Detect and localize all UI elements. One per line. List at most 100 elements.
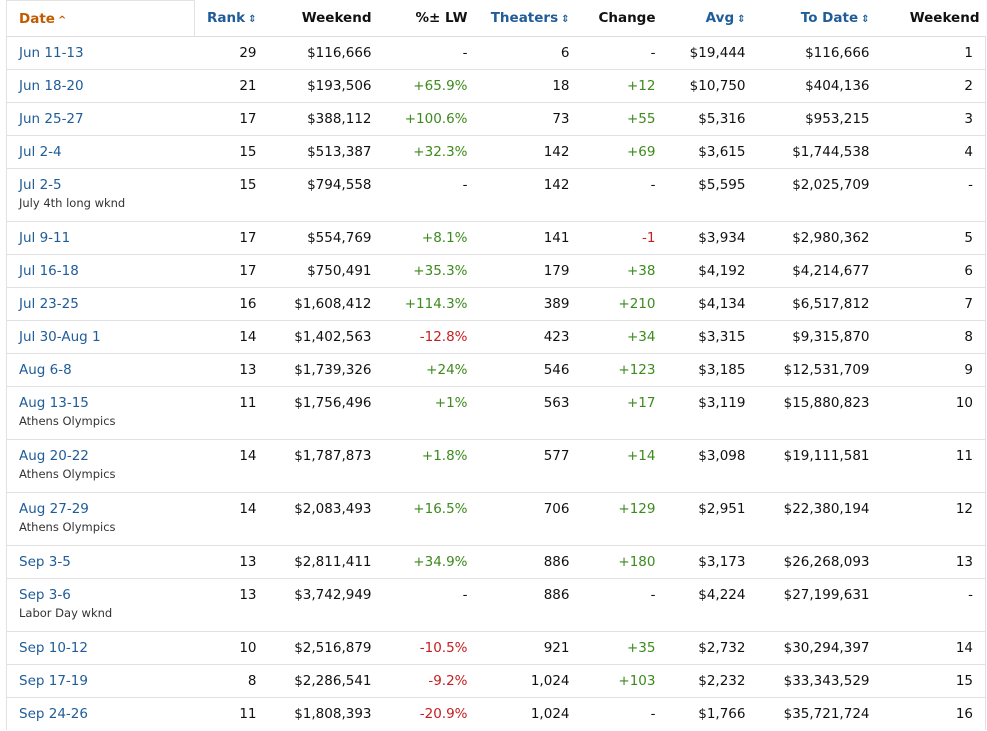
cell-to-date: $4,214,677	[792, 263, 870, 279]
cell-theaters: 577	[543, 448, 570, 464]
cell-to-date: $953,215	[805, 111, 870, 127]
cell-theater-change: -1	[642, 230, 656, 246]
cell-to-date: $27,199,631	[783, 587, 870, 603]
column-header-theaters-label: Theaters	[490, 10, 559, 27]
table-row: Jun 18-20 21 $193,506 +65.9% 18 +12 $10,750 $40…	[6, 69, 986, 103]
cell-date: Jul 23-25	[6, 287, 195, 321]
cell-theaters: 179	[543, 263, 570, 279]
table-row: Sep 24-26 11 $1,808,393 -20.9% 1,024 - $1,766 $…	[6, 697, 986, 730]
date-link[interactable]: Jul 30-Aug 1	[19, 329, 101, 345]
cell-rank: 14	[239, 329, 257, 345]
cell-to-date: $19,111,581	[783, 448, 870, 464]
cell-theaters: 1,024	[530, 673, 570, 689]
sort-ascending-icon: ^	[57, 14, 67, 26]
cell-weekend-number: 8	[875, 320, 986, 354]
table-row: Sep 3-5 13 $2,811,411 +34.9% 886 +180 $3,173 $2…	[6, 545, 986, 579]
cell-theater-change: +12	[627, 78, 656, 94]
table-row: Aug 20-22 Athens Olympics 14 $1,787,873 +1.8…	[6, 439, 986, 493]
cell-weekend-number: 2	[875, 69, 986, 103]
table-row: Aug 27-29 Athens Olympics 14 $2,083,493 +16.…	[6, 492, 986, 546]
cell-date: Jul 16-18	[6, 254, 195, 288]
cell-avg: $4,192	[698, 263, 746, 279]
date-link[interactable]: Aug 27-29	[19, 501, 89, 517]
cell-pct-change-lw: +65.9%	[413, 78, 468, 94]
cell-to-date: $9,315,870	[792, 329, 870, 345]
box-office-weekend-table: Date ^ Rank ⇕ Weekend %± LW Theaters ⇕ Chan…	[6, 0, 986, 730]
date-link[interactable]: Sep 17-19	[19, 673, 88, 689]
cell-theaters: 6	[560, 45, 570, 61]
cell-theaters: 546	[543, 362, 570, 378]
cell-theater-change: +69	[627, 144, 656, 160]
column-header-rank[interactable]: Rank ⇕	[194, 0, 263, 37]
cell-avg: $4,224	[698, 587, 746, 603]
date-link[interactable]: Jul 9-11	[19, 230, 71, 246]
date-link[interactable]: Jul 2-5	[19, 177, 62, 193]
cell-avg: $3,119	[698, 395, 746, 411]
cell-avg: $2,732	[698, 640, 746, 656]
sort-toggle-icon: ⇕	[861, 14, 870, 26]
cell-to-date: $22,380,194	[783, 501, 870, 517]
date-link[interactable]: Sep 10-12	[19, 640, 88, 656]
date-link[interactable]: Aug 20-22	[19, 448, 89, 464]
column-header-avg[interactable]: Avg ⇕	[661, 0, 752, 37]
cell-weekend-gross: $1,787,873	[294, 448, 372, 464]
cell-pct-change-lw: +34.9%	[413, 554, 468, 570]
cell-avg: $3,934	[698, 230, 746, 246]
column-header-to-date[interactable]: To Date ⇕	[751, 0, 876, 37]
cell-weekend-number: 3	[875, 102, 986, 136]
date-link[interactable]: Jun 25-27	[19, 111, 84, 127]
date-link[interactable]: Sep 24-26	[19, 706, 88, 722]
cell-avg: $1,766	[698, 706, 746, 722]
date-link[interactable]: Jun 18-20	[19, 78, 84, 94]
date-link[interactable]: Aug 6-8	[19, 362, 72, 378]
date-link[interactable]: Sep 3-6	[19, 587, 71, 603]
cell-pct-change-lw: +32.3%	[413, 144, 468, 160]
date-link[interactable]: Jul 16-18	[19, 263, 79, 279]
cell-to-date: $15,880,823	[783, 395, 870, 411]
cell-weekend-gross: $513,387	[307, 144, 372, 160]
cell-avg: $4,134	[698, 296, 746, 312]
date-note: Athens Olympics	[19, 520, 116, 534]
cell-avg: $5,595	[698, 177, 746, 193]
cell-date: Jun 11-13	[6, 36, 195, 70]
date-link[interactable]: Jun 11-13	[19, 45, 84, 61]
column-header-theaters[interactable]: Theaters ⇕	[473, 0, 576, 37]
table-row: Sep 17-19 8 $2,286,541 -9.2% 1,024 +103 $2,232…	[6, 664, 986, 698]
cell-date: Jul 30-Aug 1	[6, 320, 195, 354]
cell-theaters: 389	[543, 296, 570, 312]
cell-pct-change-lw: -	[462, 587, 468, 603]
cell-weekend-number: -	[875, 578, 986, 632]
cell-to-date: $2,025,709	[792, 177, 870, 193]
table-row: Jul 23-25 16 $1,608,412 +114.3% 389 +210 $4,13…	[6, 287, 986, 321]
cell-to-date: $33,343,529	[783, 673, 870, 689]
column-header-rank-label: Rank	[207, 10, 246, 27]
sort-toggle-icon: ⇕	[248, 14, 257, 26]
cell-theaters: 73	[552, 111, 570, 127]
date-link[interactable]: Jul 23-25	[19, 296, 79, 312]
date-link[interactable]: Sep 3-5	[19, 554, 71, 570]
cell-avg: $3,173	[698, 554, 746, 570]
date-note: Labor Day wknd	[19, 606, 113, 620]
date-link[interactable]: Jul 2-4	[19, 144, 62, 160]
cell-to-date: $30,294,397	[783, 640, 870, 656]
column-header-date[interactable]: Date ^	[6, 0, 195, 37]
table-row: Sep 10-12 10 $2,516,879 -10.5% 921 +35 $2,732 $…	[6, 631, 986, 665]
cell-date: Jun 18-20	[6, 69, 195, 103]
cell-to-date: $1,744,538	[792, 144, 870, 160]
cell-theater-change: +34	[627, 329, 656, 345]
cell-weekend-gross: $750,491	[307, 263, 372, 279]
cell-weekend-number: 6	[875, 254, 986, 288]
cell-to-date: $116,666	[805, 45, 870, 61]
cell-theater-change: +180	[618, 554, 656, 570]
table-header-row: Date ^ Rank ⇕ Weekend %± LW Theaters ⇕ Chan…	[6, 0, 986, 37]
cell-date: Sep 17-19	[6, 664, 195, 698]
date-link[interactable]: Aug 13-15	[19, 395, 89, 411]
date-note: Athens Olympics	[19, 467, 116, 481]
cell-date: Jun 25-27	[6, 102, 195, 136]
table-row: Aug 13-15 Athens Olympics 11 $1,756,496 +1% 5…	[6, 386, 986, 440]
cell-avg: $3,615	[698, 144, 746, 160]
cell-date: Sep 3-6 Labor Day wknd	[6, 578, 195, 632]
cell-theaters: 886	[543, 554, 570, 570]
cell-to-date: $35,721,724	[783, 706, 870, 722]
cell-weekend-number: 5	[875, 221, 986, 255]
